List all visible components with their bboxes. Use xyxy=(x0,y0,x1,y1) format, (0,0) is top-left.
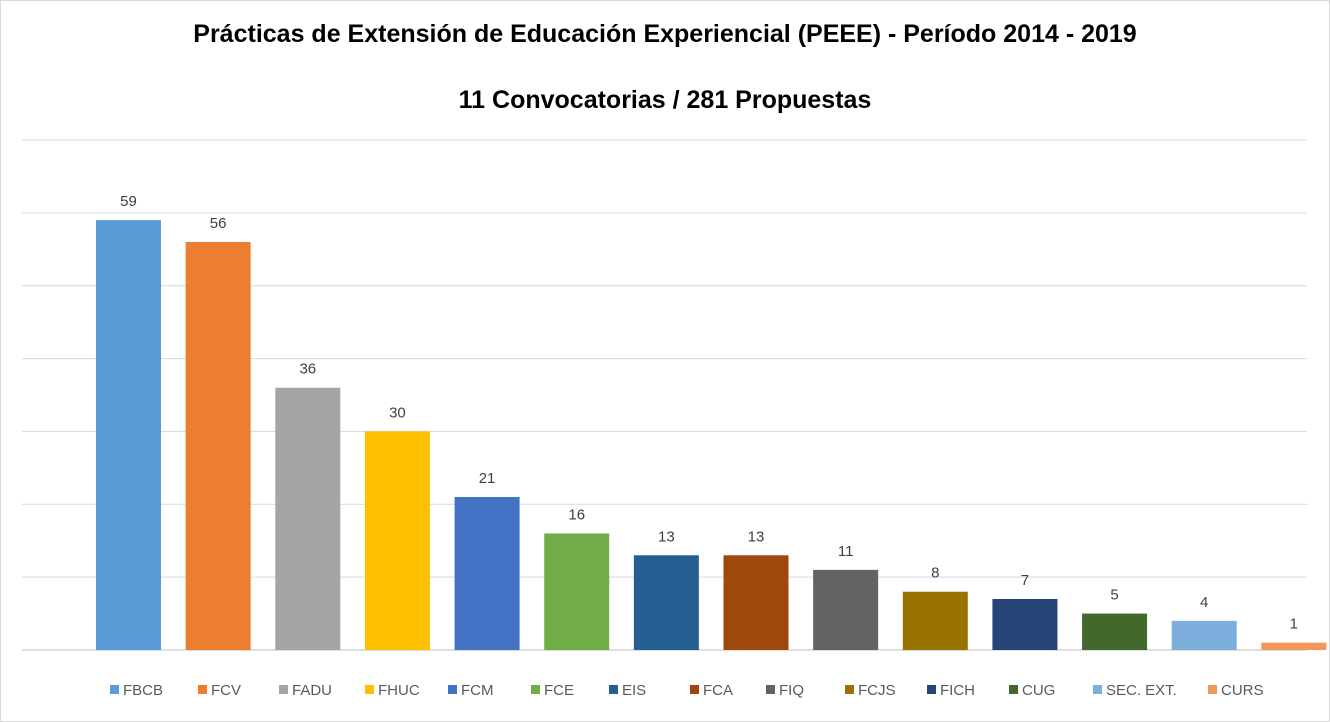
data-label: 56 xyxy=(210,215,227,232)
bar-fcm xyxy=(454,497,520,650)
chart-subtitle: 11 Convocatorias / 281 Propuestas xyxy=(458,86,872,114)
legend-entry: FCE xyxy=(544,682,574,699)
bar-cug xyxy=(1082,613,1148,650)
data-label: 16 xyxy=(568,506,585,523)
legend-marker xyxy=(448,685,457,694)
legend-entry: FCV xyxy=(211,682,241,699)
legend-marker xyxy=(110,685,119,694)
legend-entry: FCM xyxy=(461,682,494,699)
bar-fcjs xyxy=(902,591,968,650)
legend-entry: SEC. EXT. xyxy=(1106,682,1177,699)
data-label: 13 xyxy=(658,528,675,545)
data-label: 13 xyxy=(748,528,765,545)
data-label: 8 xyxy=(931,565,939,582)
legend-entry: CURS xyxy=(1221,682,1264,699)
bar-fca xyxy=(723,555,789,650)
legend-entry: FCJS xyxy=(858,682,896,699)
legend-marker xyxy=(1093,685,1102,694)
legend-entry: CUG xyxy=(1022,682,1055,699)
bar-fadu xyxy=(275,387,341,650)
legend-entry: FIQ xyxy=(779,682,804,699)
bar-fich xyxy=(992,599,1058,650)
chart-title: Prácticas de Extensión de Educación Expe… xyxy=(193,20,1137,48)
bar-curs xyxy=(1261,642,1327,650)
legend-marker xyxy=(365,685,374,694)
legend-entry: FCA xyxy=(703,682,733,699)
data-label: 59 xyxy=(120,193,137,210)
data-label: 11 xyxy=(838,543,854,560)
data-label: 5 xyxy=(1110,587,1118,604)
legend-marker xyxy=(766,685,775,694)
legend-marker xyxy=(1208,685,1217,694)
legend-entry: FADU xyxy=(292,682,332,699)
legend-entry: FICH xyxy=(940,682,975,699)
legend-marker xyxy=(1009,685,1018,694)
legend-marker xyxy=(279,685,288,694)
bar-sec-ext- xyxy=(1171,620,1237,650)
bar-fce xyxy=(544,533,610,650)
legend-marker xyxy=(531,685,540,694)
legend-entry: FHUC xyxy=(378,682,420,699)
legend-marker xyxy=(927,685,936,694)
data-label: 21 xyxy=(479,470,496,487)
bar-eis xyxy=(633,555,699,650)
legend-entry: FBCB xyxy=(123,682,163,699)
legend-entry: EIS xyxy=(622,682,646,699)
data-label: 4 xyxy=(1200,594,1208,611)
legend-marker xyxy=(198,685,207,694)
data-label: 36 xyxy=(299,361,316,378)
bar-fhuc xyxy=(364,431,430,650)
legend-marker xyxy=(609,685,618,694)
data-label: 1 xyxy=(1290,616,1298,633)
bar-fiq xyxy=(813,569,879,650)
legend-marker xyxy=(845,685,854,694)
legend-marker xyxy=(690,685,699,694)
bar-fcv xyxy=(185,242,251,650)
bar-fbcb xyxy=(96,220,161,650)
data-label: 7 xyxy=(1021,572,1029,589)
data-label: 30 xyxy=(389,404,406,421)
